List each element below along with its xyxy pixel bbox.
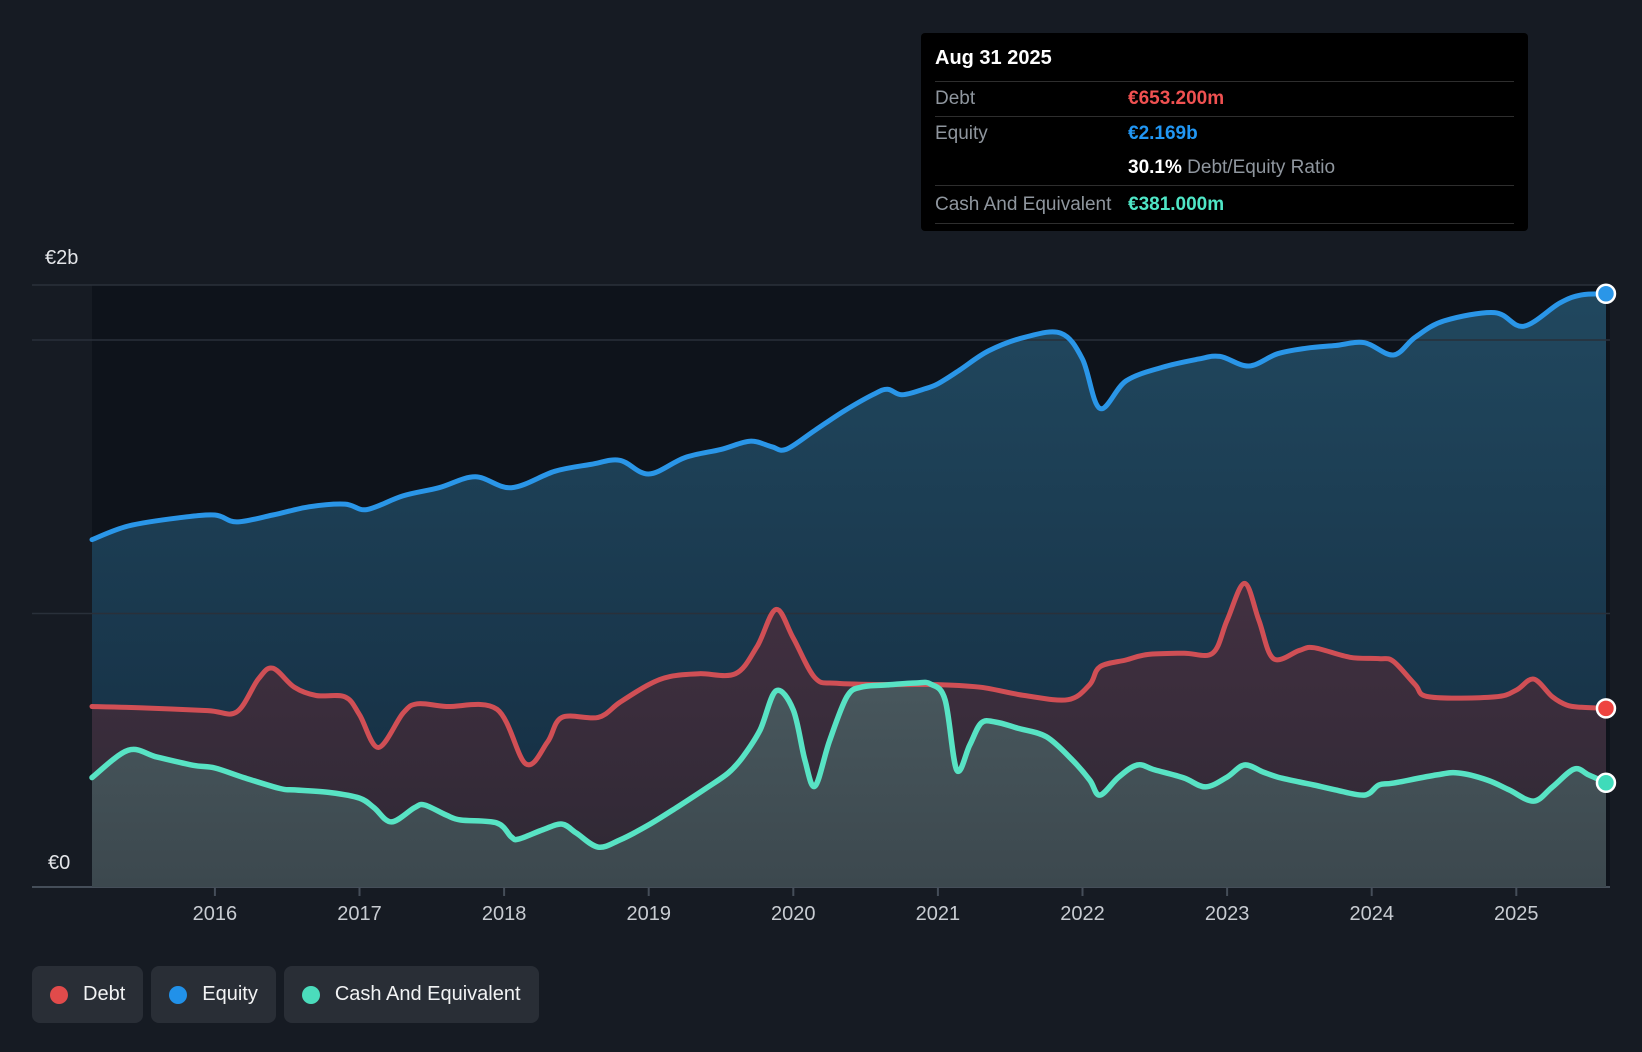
debt-series-dot-icon [50, 985, 68, 1004]
tooltip-equity-block: Equity €2.169b 30.1% Debt/Equity Ratio [935, 117, 1514, 186]
x-tick-label: 2021 [916, 903, 961, 925]
tooltip-ratio-label: Debt/Equity Ratio [1187, 156, 1336, 178]
legend-item-equity-label: Equity [202, 983, 258, 1005]
cash-endpoint-marker [1595, 772, 1617, 794]
equity-line [89, 291, 1609, 543]
tooltip-cash-label: Cash And Equivalent [935, 193, 1112, 215]
x-tick-label: 2024 [1349, 903, 1394, 925]
tooltip-debt-label: Debt [935, 88, 976, 109]
cash-area [92, 682, 1606, 887]
tooltip-date: Aug 31 2025 [935, 33, 1514, 82]
legend-item-cash-label: Cash And Equivalent [334, 983, 521, 1005]
y-axis-label-0: €0 [48, 852, 71, 874]
chart-legend: Debt Equity Cash And Equivalent [32, 966, 539, 1023]
x-tick-label: 2025 [1494, 903, 1539, 925]
tooltip-equity-label: Equity [935, 122, 988, 144]
debt-line [89, 580, 1609, 768]
tooltip-ratio-value: 30.1% [1128, 156, 1182, 178]
x-tick-label: 2019 [626, 903, 671, 925]
x-tick-label: 2022 [1060, 903, 1105, 925]
tooltip-ratio: 30.1% Debt/Equity Ratio [1128, 157, 1514, 179]
y-axis-label-2b: €2b [45, 247, 79, 269]
date-tooltip: Aug 31 2025 Debt €653.200m Equity €2.169… [921, 33, 1528, 231]
x-tick-label: 2018 [482, 903, 527, 925]
x-tick-label: 2020 [771, 903, 816, 925]
equity-series-dot-icon [169, 985, 188, 1004]
debt-endpoint-marker [1595, 698, 1617, 719]
tooltip-debt-value: €653.200m [1128, 88, 1225, 109]
legend-item-debt-label: Debt [83, 983, 126, 1005]
tooltip-cash-row: Cash And Equivalent €381.000m [935, 186, 1514, 224]
cash-line [89, 679, 1609, 851]
equity-endpoint-marker [1595, 283, 1617, 305]
x-tick-label: 2016 [193, 903, 238, 925]
x-tick-label: 2023 [1205, 903, 1250, 925]
tooltip-equity-value: €2.169b [1128, 122, 1198, 144]
legend-item-debt[interactable]: Debt [32, 966, 144, 1023]
legend-item-cash[interactable]: Cash And Equivalent [283, 966, 539, 1023]
legend-item-equity[interactable]: Equity [151, 966, 276, 1023]
tooltip-cash-value: €381.000m [1128, 193, 1225, 215]
x-tick-label: 2017 [337, 903, 382, 925]
tooltip-debt-row: Debt €653.200m [935, 82, 1514, 117]
cash-series-dot-icon [301, 985, 320, 1004]
